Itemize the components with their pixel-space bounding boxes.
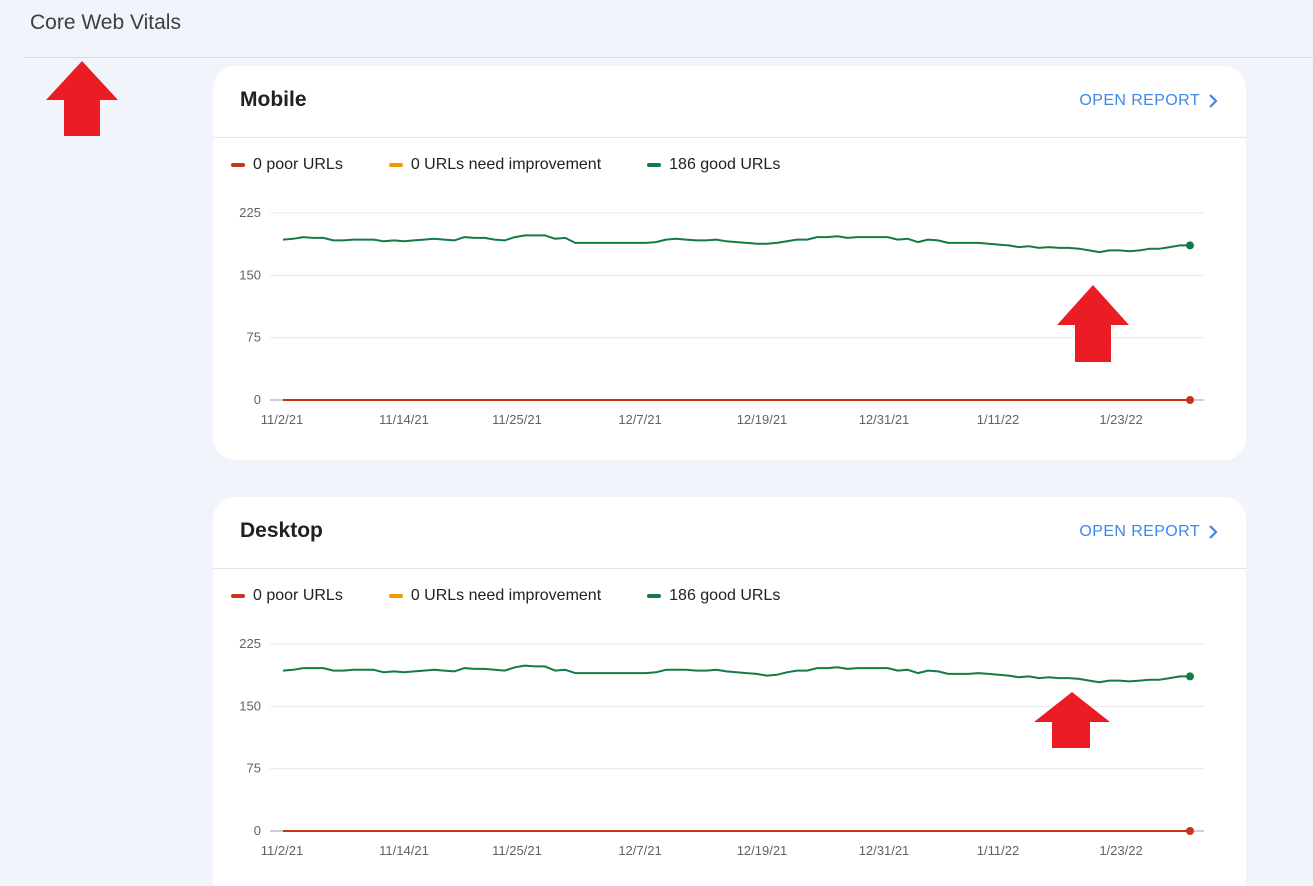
- series-line-1: [282, 664, 1190, 684]
- page-header: Core Web Vitals: [25, 0, 1313, 58]
- page-title: Core Web Vitals: [30, 11, 181, 34]
- y-tick-label: 225: [239, 636, 261, 651]
- x-tick-label: 12/19/21: [737, 412, 788, 427]
- legend-label-needs-improvement: 0 URLs need improvement: [410, 156, 602, 173]
- x-tick-label: 12/31/21: [859, 843, 910, 858]
- y-tick-label: 0: [254, 392, 261, 407]
- y-tick-label: 75: [247, 330, 261, 345]
- series-end-point-1[interactable]: [1186, 672, 1194, 681]
- chevron-right-icon: [1209, 94, 1218, 108]
- open-report-label: OPEN REPORT: [1079, 523, 1200, 540]
- chart-legend: 0 poor URLs 0 URLs need improvement 186 …: [231, 587, 826, 605]
- y-tick-label: 150: [239, 698, 261, 713]
- x-tick-label: 12/31/21: [859, 412, 910, 427]
- x-tick-label: 12/7/21: [618, 843, 661, 858]
- x-tick-label: 12/19/21: [737, 843, 788, 858]
- x-tick-label: 11/25/21: [492, 843, 542, 858]
- x-tick-label: 11/2/21: [261, 412, 303, 427]
- legend-label-poor: 0 poor URLs: [253, 156, 343, 173]
- x-tick-label: 12/7/21: [618, 412, 661, 427]
- card-title: Desktop: [240, 519, 323, 542]
- x-tick-label: 11/25/21: [492, 412, 542, 427]
- annotation-arrow-icon: [46, 61, 118, 136]
- legend-item-poor[interactable]: 0 poor URLs: [231, 156, 343, 174]
- series-end-point-0[interactable]: [1186, 827, 1194, 835]
- open-report-button[interactable]: OPEN REPORT: [1079, 92, 1218, 110]
- y-tick-label: 75: [247, 761, 261, 776]
- legend-label-poor: 0 poor URLs: [253, 587, 343, 604]
- y-tick-label: 0: [254, 823, 261, 838]
- chart-legend: 0 poor URLs 0 URLs need improvement 186 …: [231, 156, 826, 174]
- card-title: Mobile: [240, 88, 307, 111]
- legend-label-needs-improvement: 0 URLs need improvement: [410, 587, 602, 604]
- poor-swatch-icon: [231, 594, 245, 598]
- legend-item-needs-improvement[interactable]: 0 URLs need improvement: [388, 156, 602, 174]
- card-header: Desktop OPEN REPORT: [213, 497, 1246, 569]
- x-tick-label: 11/14/21: [379, 843, 429, 858]
- legend-label-good: 186 good URLs: [669, 156, 781, 173]
- open-report-button[interactable]: OPEN REPORT: [1079, 523, 1218, 541]
- mobile-chart: 225 150 75 011/2/21 11/14/21 11/25/21 12/7/21 1…: [239, 205, 1204, 427]
- x-tick-label: 11/2/21: [261, 843, 303, 858]
- y-tick-label: 150: [239, 267, 261, 282]
- needs-improvement-swatch-icon: [388, 594, 403, 598]
- legend-item-good[interactable]: 186 good URLs: [647, 587, 780, 605]
- needs-improvement-swatch-icon: [388, 163, 403, 167]
- series-line-1: [282, 234, 1190, 254]
- x-tick-label: 1/11/22: [977, 843, 1019, 858]
- legend-item-poor[interactable]: 0 poor URLs: [231, 587, 343, 605]
- legend-item-good[interactable]: 186 good URLs: [647, 156, 780, 174]
- mobile-card: Mobile OPEN REPORT 0 poor URLs 0 URLs ne…: [213, 66, 1246, 460]
- series-end-point-0[interactable]: [1186, 396, 1194, 404]
- desktop-chart: 225 150 75 011/2/21 11/14/21 11/25/21 12/7/21 1…: [239, 636, 1204, 858]
- y-tick-label: 225: [239, 205, 261, 220]
- legend-label-good: 186 good URLs: [669, 587, 781, 604]
- card-header: Mobile OPEN REPORT: [213, 66, 1246, 138]
- good-swatch-icon: [647, 594, 662, 598]
- good-swatch-icon: [647, 163, 662, 167]
- desktop-card: Desktop OPEN REPORT 0 poor URLs 0 URLs n…: [213, 497, 1246, 886]
- poor-swatch-icon: [231, 163, 245, 167]
- annotation-arrow-icon: [1057, 285, 1129, 362]
- chevron-right-icon: [1209, 525, 1218, 539]
- x-tick-label: 1/23/22: [1099, 843, 1142, 858]
- x-tick-label: 11/14/21: [379, 412, 429, 427]
- legend-item-needs-improvement[interactable]: 0 URLs need improvement: [388, 587, 602, 605]
- x-tick-label: 1/11/22: [977, 412, 1019, 427]
- annotation-arrow-icon: [1034, 692, 1110, 748]
- open-report-label: OPEN REPORT: [1079, 92, 1200, 109]
- series-end-point-1[interactable]: [1186, 241, 1194, 250]
- x-tick-label: 1/23/22: [1099, 412, 1142, 427]
